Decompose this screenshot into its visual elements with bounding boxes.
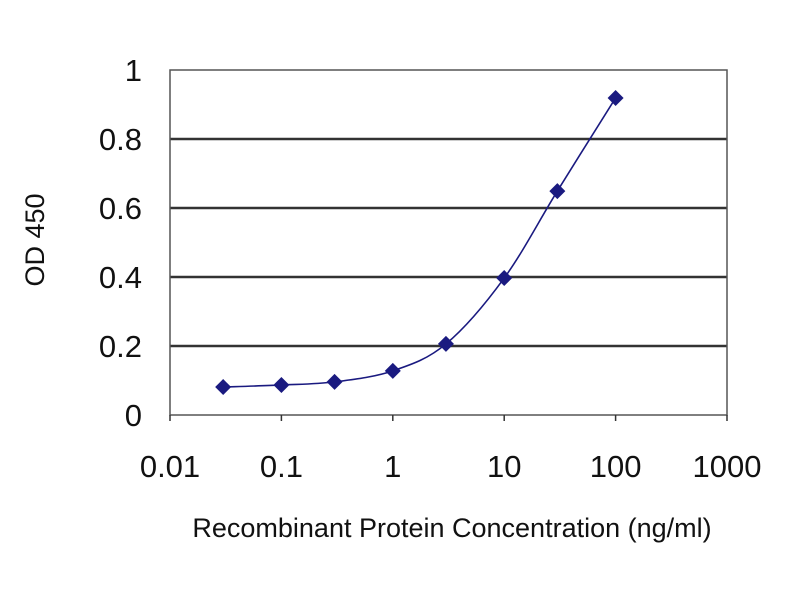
y-tick-label: 0.2	[99, 329, 142, 364]
data-point	[215, 379, 232, 396]
x-tick-label: 0.1	[260, 449, 303, 484]
x-tick-label: 1000	[693, 449, 762, 484]
data-point	[437, 335, 454, 352]
y-tick-label: 0.8	[99, 122, 142, 157]
x-tick-label: 10	[487, 449, 521, 484]
series-line	[223, 97, 617, 388]
data-point	[549, 183, 566, 200]
plot-area	[169, 69, 728, 416]
data-point	[496, 270, 513, 287]
x-tick-label: 100	[590, 449, 642, 484]
data-point	[326, 373, 343, 390]
x-tick-label: 1	[384, 449, 401, 484]
data-point	[273, 376, 290, 393]
y-axis-label: OD 450	[20, 193, 50, 286]
y-tick-label: 0.6	[99, 191, 142, 226]
y-tick-label: 0	[125, 398, 142, 433]
x-axis-label: Recombinant Protein Concentration (ng/ml…	[192, 513, 711, 543]
y-tick-label: 1	[125, 53, 142, 88]
x-tick-label: 0.01	[140, 449, 200, 484]
data-point	[384, 362, 401, 379]
data-point	[607, 89, 624, 106]
y-tick-label: 0.4	[99, 260, 142, 295]
